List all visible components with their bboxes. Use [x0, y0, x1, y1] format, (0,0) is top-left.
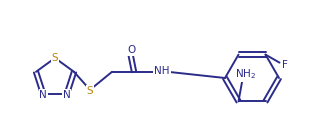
- Text: S: S: [52, 53, 58, 63]
- Text: NH$_2$: NH$_2$: [235, 67, 256, 81]
- Text: N: N: [63, 90, 71, 100]
- Text: F: F: [282, 60, 287, 70]
- Text: NH: NH: [154, 66, 170, 76]
- Text: O: O: [127, 45, 135, 55]
- Text: N: N: [39, 90, 47, 100]
- Text: S: S: [87, 86, 93, 96]
